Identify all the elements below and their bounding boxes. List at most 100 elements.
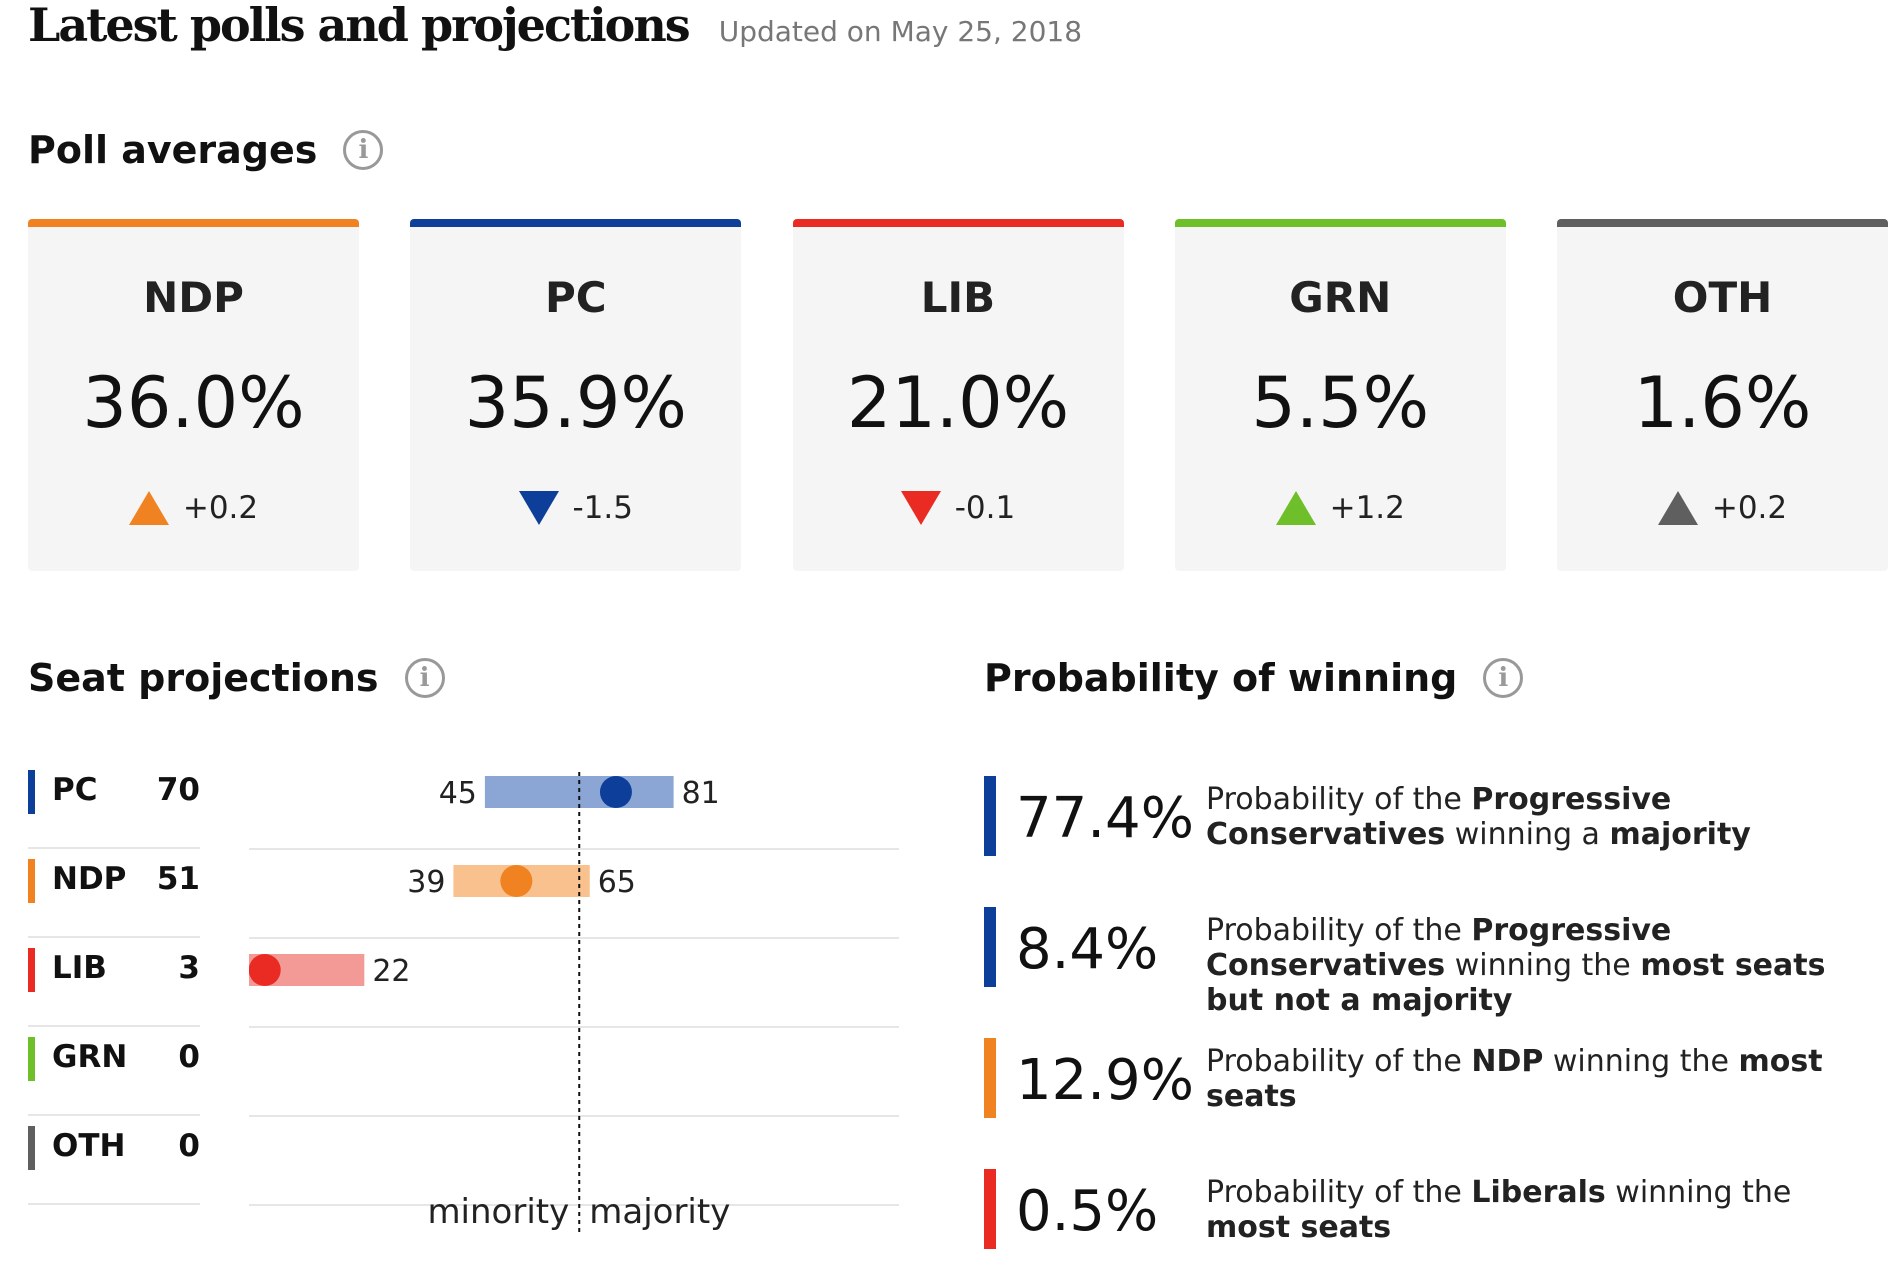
majority-label: majority: [589, 1192, 730, 1232]
seat-projection-list: PC 70 NDP 51 LIB 3 GRN 0 OTH 0: [28, 760, 200, 1205]
description-text: Probability of the: [1206, 1044, 1472, 1079]
probability-description: Probability of the NDP winning the most …: [1206, 1044, 1866, 1114]
card-party-label: OTH: [1672, 273, 1773, 322]
card-party-label: NDP: [143, 273, 244, 322]
card-poll-value: 21.0%: [846, 362, 1070, 444]
seat-projection-dot-pc: [599, 776, 632, 808]
probability-value: 12.9%: [1016, 1048, 1194, 1113]
description-emphasis: most seats but not a majority: [1206, 948, 1826, 1018]
card-change: +0.2: [28, 490, 359, 526]
probability-value: 77.4%: [1016, 786, 1194, 851]
card-change-value: +0.2: [1711, 490, 1788, 526]
description-emphasis: Progressive Conservatives: [1206, 782, 1672, 852]
info-icon[interactable]: i: [404, 658, 445, 698]
probability-row: 77.4% Probability of the Progressive Cons…: [984, 772, 1888, 903]
seat-party-label: LIB: [52, 950, 107, 986]
probability-color-bar: [984, 1038, 996, 1118]
info-icon[interactable]: i: [1483, 658, 1524, 698]
poll-card-pc: PC 35.9% -1.5: [410, 219, 742, 571]
card-change: +0.2: [1557, 490, 1888, 526]
seat-row-pc: PC 70: [28, 760, 200, 849]
card-change-value: -1.5: [572, 490, 634, 526]
seat-projection-value: 0: [178, 1039, 200, 1075]
description-text: winning the: [1445, 948, 1641, 983]
seat-projection-value: 0: [178, 1128, 200, 1164]
party-color-swatch: [28, 948, 35, 992]
probability-value: 0.5%: [1016, 1179, 1159, 1244]
seat-range-low-label: 39: [407, 865, 445, 900]
seat-party-label: PC: [52, 772, 98, 808]
seat-projection-dot-lib: [249, 954, 281, 986]
description-emphasis: majority: [1609, 817, 1751, 852]
probability-title: Probability of winning: [984, 656, 1458, 700]
seat-row-lib: LIB 3: [28, 938, 200, 1027]
card-change-value: +0.2: [182, 490, 259, 526]
updated-date: Updated on May 25, 2018: [718, 15, 1083, 48]
description-emphasis: Progressive Conservatives: [1206, 913, 1672, 983]
card-poll-value: 5.5%: [1251, 362, 1430, 444]
card-change: +1.2: [1175, 490, 1506, 526]
party-color-swatch: [28, 1126, 35, 1170]
seat-range-high-label: 65: [598, 865, 636, 900]
card-poll-value: 1.6%: [1633, 362, 1812, 444]
description-emphasis: most seats: [1206, 1044, 1823, 1114]
party-color-swatch: [28, 859, 35, 903]
page-title: Latest polls and projections: [28, 0, 691, 52]
probability-description: Probability of the Liberals winning the …: [1206, 1175, 1866, 1245]
poll-card-lib: LIB 21.0% -0.1: [792, 219, 1124, 571]
probability-color-bar: [984, 907, 996, 987]
party-color-swatch: [28, 770, 35, 814]
poll-card-ndp: NDP 36.0% +0.2: [28, 219, 359, 571]
card-poll-value: 35.9%: [464, 362, 687, 444]
probability-list: 77.4% Probability of the Progressive Cons…: [984, 772, 1888, 1276]
seat-range-low-label: 45: [439, 776, 477, 811]
description-text: winning a: [1445, 817, 1610, 852]
probability-value: 8.4%: [1016, 917, 1159, 982]
poll-averages-title: Poll averages: [28, 128, 318, 172]
probability-description: Probability of the Progressive Conservat…: [1206, 913, 1866, 1018]
card-party-label: LIB: [920, 273, 996, 322]
probability-color-bar: [984, 1169, 996, 1249]
seat-projection-dot-ndp: [500, 865, 533, 897]
poll-cards: NDP 36.0% +0.2 PC 35.9% -1.5 LIB 21.0% -0.1 GRN 5.…: [28, 219, 1888, 571]
party-color-swatch: [28, 1037, 35, 1081]
triangle-down-icon: [900, 491, 941, 525]
probability-color-bar: [984, 776, 996, 856]
seat-row-oth: OTH 0: [28, 1116, 200, 1205]
seat-projection-chart: 45 81 39 65 22 minority majority: [249, 772, 899, 1235]
card-change-value: -0.1: [954, 490, 1016, 526]
description-text: Probability of the: [1206, 913, 1472, 948]
seat-range-high-label: 22: [372, 954, 410, 989]
seat-projection-value: 3: [178, 950, 200, 986]
card-change: -1.5: [410, 490, 741, 526]
seat-projections-heading: Seat projections i: [28, 656, 445, 700]
description-emphasis: Liberals: [1471, 1175, 1606, 1210]
probability-row: 12.9% Probability of the NDP winning the …: [984, 1034, 1888, 1165]
triangle-up-icon: [128, 491, 169, 525]
seat-projections-title: Seat projections: [28, 656, 379, 700]
seat-row-ndp: NDP 51: [28, 849, 200, 938]
probability-row: 8.4% Probability of the Progressive Conse…: [984, 903, 1888, 1034]
description-emphasis: NDP: [1471, 1044, 1544, 1079]
seat-party-label: GRN: [52, 1039, 128, 1075]
info-icon[interactable]: i: [343, 130, 384, 170]
description-text: winning the: [1543, 1044, 1739, 1079]
poll-card-oth: OTH 1.6% +0.2: [1557, 219, 1888, 571]
card-change: -0.1: [793, 490, 1124, 526]
probability-description: Probability of the Progressive Conservat…: [1206, 782, 1866, 852]
poll-averages-heading: Poll averages i: [28, 128, 384, 172]
seat-range-high-label: 81: [682, 776, 720, 811]
poll-card-grn: GRN 5.5% +1.2: [1174, 219, 1506, 571]
description-text: Probability of the: [1206, 1175, 1472, 1210]
description-text: winning the: [1605, 1175, 1792, 1210]
seat-projection-value: 70: [156, 772, 200, 808]
card-party-label: GRN: [1289, 273, 1392, 322]
triangle-up-icon: [1657, 491, 1698, 525]
card-party-label: PC: [544, 273, 607, 322]
probability-row: 0.5% Probability of the Liberals winning …: [984, 1165, 1888, 1276]
page-header: Latest polls and projections Updated on …: [28, 0, 1082, 52]
description-emphasis: most seats: [1206, 1210, 1392, 1245]
triangle-down-icon: [518, 491, 559, 525]
probability-heading: Probability of winning i: [984, 656, 1524, 700]
description-text: Probability of the: [1206, 782, 1472, 817]
